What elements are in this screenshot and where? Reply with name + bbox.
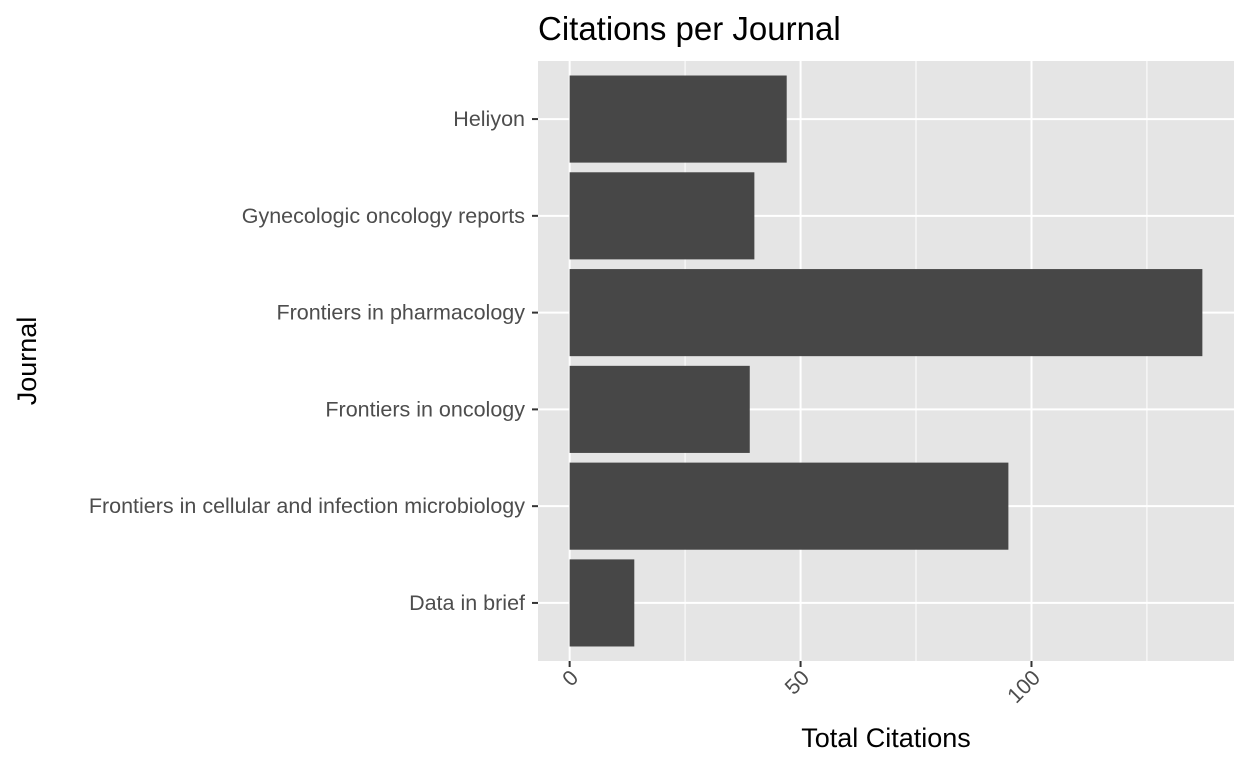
bars (569, 75, 1203, 647)
bar (569, 172, 755, 260)
bar (569, 75, 787, 163)
x-tick-label: 0 (558, 666, 583, 691)
bar (569, 559, 635, 647)
x-tick-label: 50 (780, 666, 814, 700)
x-axis: 0 50 100 (558, 661, 1045, 708)
bar (569, 269, 1203, 357)
chart-title: Citations per Journal (538, 10, 841, 47)
x-tick-label: 100 (1003, 666, 1045, 708)
x-axis-title: Total Citations (801, 723, 971, 753)
y-axis-title: Journal (12, 317, 42, 406)
bar (569, 365, 750, 453)
y-tick-label: Heliyon (453, 107, 525, 131)
y-tick-label: Frontiers in oncology (325, 397, 525, 421)
bar (569, 462, 1009, 550)
y-tick-label: Data in brief (409, 591, 525, 615)
y-tick-label: Gynecologic oncology reports (242, 204, 525, 228)
y-tick-label: Frontiers in cellular and infection micr… (89, 494, 525, 518)
y-tick-label: Frontiers in pharmacology (276, 301, 525, 325)
y-axis: Data in brief Frontiers in cellular and i… (89, 107, 538, 615)
